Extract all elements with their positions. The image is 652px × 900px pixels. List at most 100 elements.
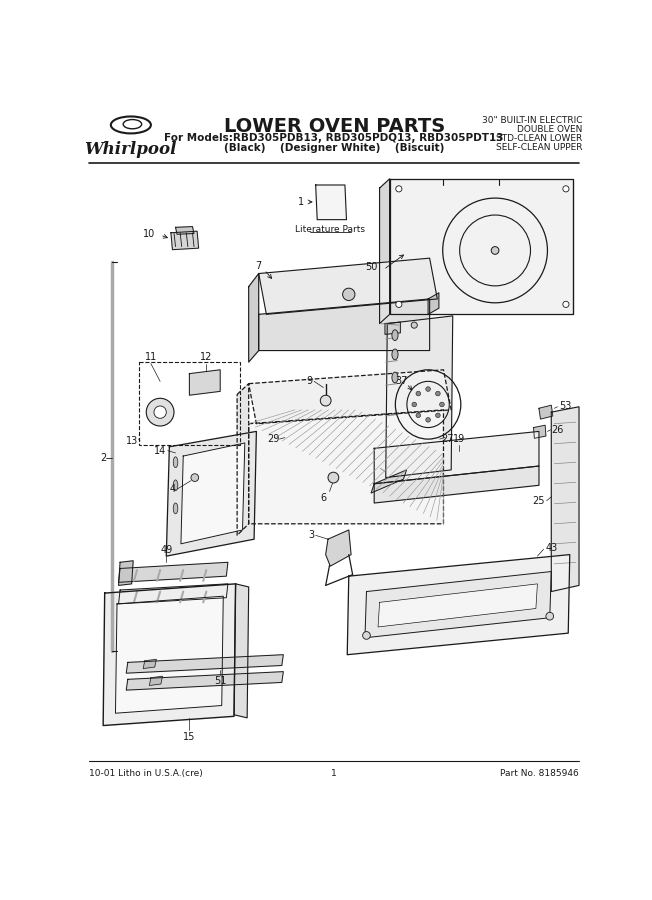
Text: LOWER OVEN PARTS: LOWER OVEN PARTS xyxy=(224,117,445,136)
Text: STD-CLEAN LOWER: STD-CLEAN LOWER xyxy=(496,134,582,143)
Text: 50: 50 xyxy=(365,263,378,273)
Circle shape xyxy=(191,473,199,482)
Text: 9: 9 xyxy=(306,376,312,386)
Text: 6: 6 xyxy=(320,493,327,503)
Polygon shape xyxy=(378,584,537,627)
Circle shape xyxy=(411,322,417,328)
Circle shape xyxy=(563,302,569,308)
Text: 49: 49 xyxy=(160,544,172,554)
Polygon shape xyxy=(119,561,133,585)
Circle shape xyxy=(563,185,569,192)
Bar xyxy=(139,362,240,446)
Polygon shape xyxy=(385,322,400,335)
Polygon shape xyxy=(126,654,284,673)
Circle shape xyxy=(363,632,370,639)
Polygon shape xyxy=(326,530,351,566)
Text: 51: 51 xyxy=(214,676,226,687)
Text: 27: 27 xyxy=(441,434,454,444)
Text: For Models:RBD305PDB13, RBD305PDQ13, RBD305PDT13: For Models:RBD305PDB13, RBD305PDQ13, RBD… xyxy=(164,132,504,142)
Polygon shape xyxy=(103,584,235,725)
Text: (Black)    (Designer White)    (Biscuit): (Black) (Designer White) (Biscuit) xyxy=(224,142,444,153)
Polygon shape xyxy=(552,407,579,591)
Polygon shape xyxy=(119,562,228,582)
Circle shape xyxy=(342,288,355,301)
Polygon shape xyxy=(348,554,570,654)
Circle shape xyxy=(436,392,440,396)
Circle shape xyxy=(412,402,417,407)
Polygon shape xyxy=(374,466,539,503)
Ellipse shape xyxy=(173,457,178,468)
Polygon shape xyxy=(379,179,390,324)
Polygon shape xyxy=(539,405,553,419)
Polygon shape xyxy=(386,316,452,478)
Polygon shape xyxy=(171,231,199,249)
Text: 2: 2 xyxy=(100,454,106,464)
Polygon shape xyxy=(365,572,552,638)
Circle shape xyxy=(436,413,440,418)
Polygon shape xyxy=(126,671,284,690)
Text: 19: 19 xyxy=(452,434,465,444)
Circle shape xyxy=(439,402,444,407)
Text: 7: 7 xyxy=(256,261,262,271)
Text: 30" BUILT-IN ELECTRIC: 30" BUILT-IN ELECTRIC xyxy=(482,116,582,125)
Polygon shape xyxy=(374,431,539,484)
Ellipse shape xyxy=(173,503,178,514)
Text: 25: 25 xyxy=(533,496,545,506)
Circle shape xyxy=(396,185,402,192)
Ellipse shape xyxy=(392,372,398,382)
Polygon shape xyxy=(189,370,220,395)
Text: 12: 12 xyxy=(200,352,213,362)
Text: 10: 10 xyxy=(143,229,155,238)
Circle shape xyxy=(396,302,402,308)
Polygon shape xyxy=(149,676,162,686)
Circle shape xyxy=(491,247,499,255)
Circle shape xyxy=(146,399,174,426)
Polygon shape xyxy=(248,370,451,424)
Circle shape xyxy=(416,392,421,396)
Circle shape xyxy=(426,387,430,392)
Circle shape xyxy=(426,418,430,422)
Circle shape xyxy=(546,612,554,620)
Text: 53: 53 xyxy=(559,401,571,411)
Text: 3: 3 xyxy=(308,530,314,540)
Text: 13: 13 xyxy=(126,436,139,446)
Text: 14: 14 xyxy=(154,446,166,455)
Text: Whirlpool: Whirlpool xyxy=(85,141,177,158)
Polygon shape xyxy=(371,470,407,493)
Text: 15: 15 xyxy=(183,732,196,742)
Polygon shape xyxy=(259,258,437,314)
Polygon shape xyxy=(143,660,156,669)
Polygon shape xyxy=(248,410,443,524)
Polygon shape xyxy=(166,431,256,556)
Circle shape xyxy=(416,413,421,418)
Ellipse shape xyxy=(173,480,178,491)
Circle shape xyxy=(154,406,166,419)
Text: 29: 29 xyxy=(267,434,280,444)
Text: Part No. 8185946: Part No. 8185946 xyxy=(500,769,579,778)
Polygon shape xyxy=(533,425,546,438)
Text: DOUBLE OVEN: DOUBLE OVEN xyxy=(517,125,582,134)
Text: 11: 11 xyxy=(145,352,157,362)
Polygon shape xyxy=(119,584,228,604)
Text: 37: 37 xyxy=(396,375,408,385)
Text: 4: 4 xyxy=(170,484,175,494)
Polygon shape xyxy=(237,383,248,536)
Text: 1: 1 xyxy=(331,769,337,778)
Text: SELF-CLEAN UPPER: SELF-CLEAN UPPER xyxy=(496,143,582,152)
Polygon shape xyxy=(248,274,259,362)
Polygon shape xyxy=(316,185,346,220)
Circle shape xyxy=(320,395,331,406)
Text: 1: 1 xyxy=(298,197,304,207)
Polygon shape xyxy=(115,596,223,713)
Polygon shape xyxy=(234,584,248,718)
Text: 10-01 Litho in U.S.A.(cre): 10-01 Litho in U.S.A.(cre) xyxy=(89,769,203,778)
Polygon shape xyxy=(428,292,439,314)
Text: 26: 26 xyxy=(552,425,564,435)
Circle shape xyxy=(328,472,339,483)
Polygon shape xyxy=(181,443,245,544)
Polygon shape xyxy=(259,299,430,350)
Ellipse shape xyxy=(392,329,398,340)
Ellipse shape xyxy=(392,349,398,360)
Text: Literature Parts: Literature Parts xyxy=(295,225,364,234)
Polygon shape xyxy=(390,179,573,314)
